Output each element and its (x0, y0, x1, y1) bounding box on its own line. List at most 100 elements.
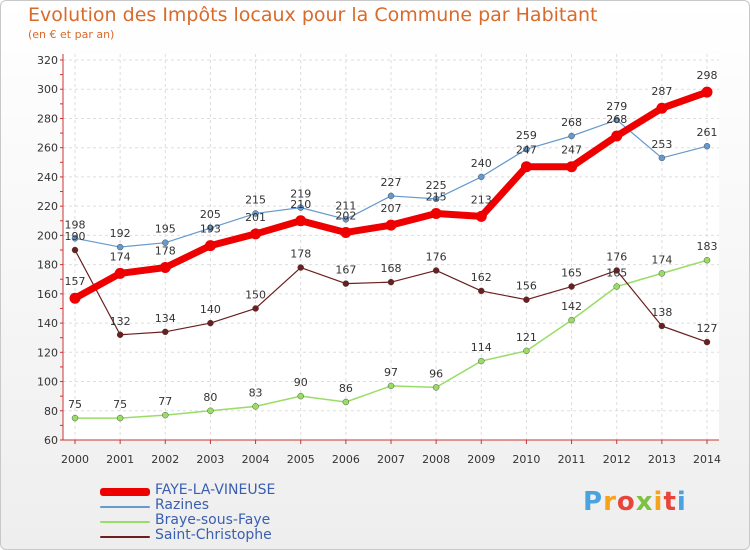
data-label: 157 (65, 275, 86, 288)
data-label: 138 (651, 306, 672, 319)
data-point (162, 411, 169, 419)
x-tick-label: 2001 (106, 453, 134, 466)
data-point (162, 328, 169, 336)
x-tick-label: 2002 (151, 453, 179, 466)
data-label: 219 (290, 188, 311, 201)
data-label: 190 (65, 230, 86, 243)
data-point (297, 204, 304, 211)
data-point (250, 228, 262, 240)
legend-swatch (100, 535, 150, 538)
data-point (430, 207, 442, 219)
data-label: 192 (110, 227, 131, 240)
data-point (71, 414, 79, 422)
data-label: 121 (516, 331, 537, 344)
y-tick-label: 260 (37, 142, 58, 155)
data-point (252, 210, 259, 217)
data-label: 97 (384, 366, 398, 379)
data-label: 279 (606, 100, 627, 113)
data-label: 247 (561, 144, 582, 157)
data-label: 227 (381, 176, 402, 189)
y-tick-label: 300 (37, 83, 58, 96)
data-label: 90 (294, 376, 308, 389)
data-label: 127 (697, 322, 718, 335)
data-label: 253 (651, 138, 672, 151)
x-tick-label: 2013 (648, 453, 676, 466)
data-point (478, 287, 485, 295)
data-label: 132 (110, 315, 131, 328)
data-point (703, 143, 711, 150)
logo-letter: i (653, 487, 664, 517)
logo-letter: r (603, 487, 617, 517)
data-label: 150 (245, 288, 266, 301)
data-label: 134 (155, 312, 176, 325)
data-label: 225 (426, 179, 447, 192)
data-label: 165 (561, 267, 582, 280)
y-tick-label: 60 (44, 434, 58, 447)
data-label: 142 (561, 300, 582, 313)
data-label: 205 (200, 208, 221, 221)
data-label: 156 (516, 280, 537, 293)
y-tick-label: 160 (37, 288, 58, 301)
data-point (703, 338, 711, 346)
data-point (432, 267, 440, 274)
data-label: 96 (429, 367, 443, 380)
data-point (520, 161, 532, 173)
data-label: 75 (113, 398, 127, 411)
data-point (207, 224, 214, 232)
data-label: 174 (651, 253, 672, 266)
data-label: 210 (290, 198, 311, 211)
data-point (475, 210, 487, 222)
data-point (387, 192, 395, 200)
data-label: 176 (426, 250, 447, 263)
y-tick-label: 100 (37, 376, 58, 389)
data-label: 174 (110, 250, 131, 263)
y-tick-label: 140 (37, 317, 58, 330)
data-point (432, 384, 440, 391)
data-label: 215 (426, 190, 447, 203)
data-point (297, 264, 304, 271)
proxiti-logo: Proxiti (583, 487, 687, 517)
logo-letter: o (616, 487, 636, 517)
y-tick-label: 200 (37, 229, 58, 242)
data-label: 261 (697, 126, 718, 139)
data-point (478, 357, 485, 365)
data-point (387, 382, 395, 390)
data-point (69, 292, 81, 304)
data-point (566, 161, 578, 173)
y-tick-label: 240 (37, 171, 58, 184)
data-label: 298 (697, 69, 718, 82)
data-point (701, 86, 713, 98)
data-label: 207 (381, 202, 402, 215)
legend-label: Saint-Christophe (155, 527, 272, 543)
legend-item: Razines (100, 497, 360, 514)
legend-item: FAYE-LA-VINEUSE (100, 482, 360, 499)
data-point (71, 235, 79, 242)
data-point (207, 319, 214, 327)
x-tick-label: 2010 (512, 453, 540, 466)
data-label: 86 (339, 382, 353, 395)
data-label: 195 (155, 223, 176, 236)
data-point (658, 322, 666, 330)
chart-subtitle: (en € et par an) (28, 28, 115, 41)
x-tick-label: 2005 (287, 453, 315, 466)
data-point (342, 398, 350, 406)
data-label: 165 (606, 267, 627, 280)
legend-item: Saint-Christophe (100, 527, 360, 544)
legend-item: Braye-sous-Faye (100, 512, 360, 529)
data-label: 176 (606, 250, 627, 263)
data-point (252, 305, 259, 312)
data-label: 178 (290, 248, 311, 261)
data-label: 240 (471, 157, 492, 170)
data-point (613, 267, 620, 274)
data-label: 201 (245, 211, 266, 224)
data-point (159, 262, 171, 274)
x-tick-label: 2014 (693, 453, 721, 466)
data-point (207, 407, 214, 414)
data-point (387, 278, 395, 286)
data-label: 211 (335, 199, 356, 212)
y-tick-label: 280 (37, 112, 58, 125)
legend-label: FAYE-LA-VINEUSE (155, 482, 276, 498)
data-point (116, 331, 124, 338)
legend-swatch (100, 487, 150, 496)
logo-letter: t (663, 487, 677, 517)
